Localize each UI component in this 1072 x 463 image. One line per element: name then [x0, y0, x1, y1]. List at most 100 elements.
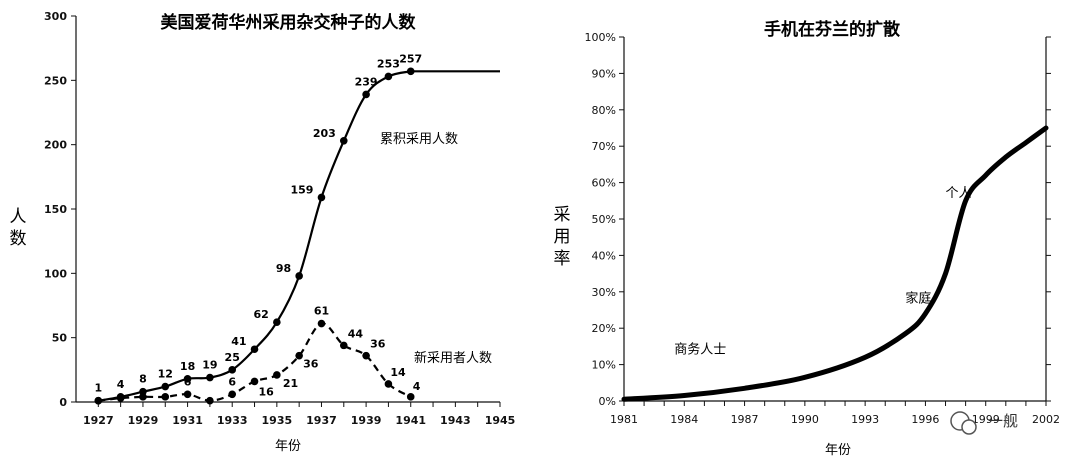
- cumulative-adopters-data-label: 257: [399, 52, 422, 65]
- left-x-tick-label: 1943: [440, 414, 471, 427]
- new-adopters-point: [116, 394, 125, 402]
- cumulative-adopters-data-label: 98: [276, 262, 291, 275]
- right-y-axis-label: 率: [554, 249, 571, 269]
- cumulative-adopters-data-label: 159: [291, 183, 314, 196]
- new-adopters-point: [228, 390, 237, 399]
- cumulative-adopters-point: [339, 137, 348, 145]
- cumulative-adopters-point: [362, 90, 370, 99]
- new-adopters-data-label: 21: [283, 377, 298, 390]
- right-y-tick-label: 70%: [592, 140, 616, 153]
- cumulative-adopters-point: [273, 318, 281, 327]
- left-y-tick-label: 50: [52, 332, 68, 345]
- new-adopters-point: [362, 351, 370, 360]
- new-adopters-point: [139, 393, 147, 401]
- new-adopters-point: [295, 351, 303, 360]
- cumulative-adopters-data-label: 4: [117, 378, 125, 391]
- right-y-tick-label: 20%: [592, 322, 616, 335]
- cumulative-adopters-data-label: 8: [139, 373, 147, 386]
- right-chart-annotation: 家庭: [905, 291, 931, 307]
- new-adopters-data-label: 61: [314, 305, 329, 318]
- left-x-tick-label: 1937: [306, 414, 337, 427]
- left-x-tick-label: 1927: [83, 414, 114, 427]
- new-adopters-data-label: 44: [348, 327, 364, 340]
- cumulative-adopters-point: [250, 345, 259, 354]
- left-x-tick-label: 1931: [172, 414, 203, 427]
- new-adopters-point: [273, 371, 281, 379]
- right-y-tick-label: 50%: [592, 213, 616, 226]
- right-y-tick-label: 0%: [599, 395, 616, 408]
- cumulative-adopters-point: [161, 382, 170, 391]
- left-y-axis-label: 数: [10, 229, 27, 249]
- right-x-tick-label: 1990: [791, 413, 819, 426]
- new-adopters-point: [250, 377, 259, 386]
- right-x-tick-label: 1981: [610, 413, 638, 426]
- right-y-tick-label: 60%: [592, 177, 616, 190]
- left-y-tick-label: 150: [44, 203, 67, 216]
- left-x-tick-label: 1933: [217, 414, 248, 427]
- left-y-tick-label: 300: [44, 10, 67, 23]
- new-adopters-series-label: 新采用者人数: [414, 350, 492, 366]
- right-y-tick-label: 10%: [592, 359, 616, 372]
- right-x-tick-label: 1993: [851, 413, 879, 426]
- left-y-tick-label: 100: [44, 267, 67, 280]
- left-x-tick-label: 1945: [485, 414, 516, 427]
- left-x-tick-label: 1941: [395, 414, 426, 427]
- cumulative-adopters-point: [317, 193, 326, 202]
- cumulative-adopters-data-label: 18: [180, 360, 195, 373]
- new-adopters-data-label: 6: [228, 375, 236, 388]
- new-adopters-point: [161, 393, 170, 401]
- cumulative-adopters-series-label: 累积采用人数: [380, 132, 458, 147]
- right-y-tick-label: 100%: [585, 31, 616, 44]
- watermark-text: 一舰: [988, 412, 1018, 430]
- left-y-tick-label: 0: [59, 396, 67, 409]
- right-x-tick-label: 1987: [731, 413, 759, 426]
- right-chart-title: 手机在芬兰的扩散: [764, 19, 901, 40]
- right-chart-annotation: 个人: [946, 186, 972, 201]
- cumulative-adopters-point: [406, 67, 415, 76]
- new-adopters-point: [406, 393, 415, 401]
- new-adopters-point: [384, 380, 393, 388]
- cumulative-adopters-data-label: 41: [231, 335, 246, 348]
- cumulative-adopters-data-label: 239: [355, 75, 378, 88]
- new-adopters-point: [317, 319, 326, 328]
- left-x-tick-label: 1935: [262, 414, 293, 427]
- left-x-axis-label: 年份: [275, 439, 301, 454]
- new-adopters-point: [94, 396, 103, 405]
- right-y-tick-label: 90%: [592, 67, 616, 80]
- right-y-tick-label: 30%: [592, 286, 616, 299]
- left-x-tick-label: 1939: [351, 414, 382, 427]
- new-adopters-point: [339, 341, 348, 350]
- new-adopters-point: [206, 396, 214, 405]
- new-adopters-data-label: 36: [370, 338, 386, 351]
- left-y-tick-label: 200: [44, 139, 67, 152]
- right-chart-annotation: 商务人士: [674, 342, 726, 358]
- cumulative-adopters-point: [295, 272, 303, 280]
- left-y-tick-label: 250: [44, 74, 67, 87]
- cumulative-adopters-point: [183, 375, 192, 383]
- new-adopters-data-label: 14: [390, 366, 406, 379]
- cumulative-adopters-data-label: 25: [225, 351, 240, 364]
- right-x-tick-label: 1996: [911, 413, 939, 426]
- new-adopters-point: [183, 390, 192, 399]
- left-chart-title: 美国爱荷华州采用杂交种子的人数: [161, 12, 417, 33]
- new-adopters-data-label: 36: [303, 358, 319, 371]
- right-x-tick-label: 1984: [670, 413, 698, 426]
- cumulative-adopters-data-label: 19: [202, 359, 217, 372]
- cumulative-adopters-point: [206, 373, 214, 382]
- left-y-axis-label: 人: [10, 207, 27, 227]
- right-y-axis-label: 用: [554, 227, 571, 247]
- right-x-tick-label: 1999: [972, 413, 1000, 426]
- right-y-tick-label: 40%: [592, 249, 616, 262]
- right-y-tick-label: 80%: [592, 104, 616, 117]
- left-x-tick-label: 1929: [128, 414, 159, 427]
- finland-mobile-adoption-line: [621, 125, 1049, 402]
- new-adopters-data-label: 4: [413, 380, 421, 393]
- cumulative-adopters-point: [228, 366, 237, 374]
- cumulative-adopters-data-label: 1: [94, 382, 102, 395]
- cumulative-adopters-data-label: 12: [158, 368, 173, 381]
- new-adopters-data-label: 6: [184, 375, 192, 388]
- cumulative-adopters-data-label: 253: [377, 57, 400, 70]
- right-x-axis-label: 年份: [825, 443, 851, 458]
- new-adopters-data-label: 16: [259, 385, 275, 398]
